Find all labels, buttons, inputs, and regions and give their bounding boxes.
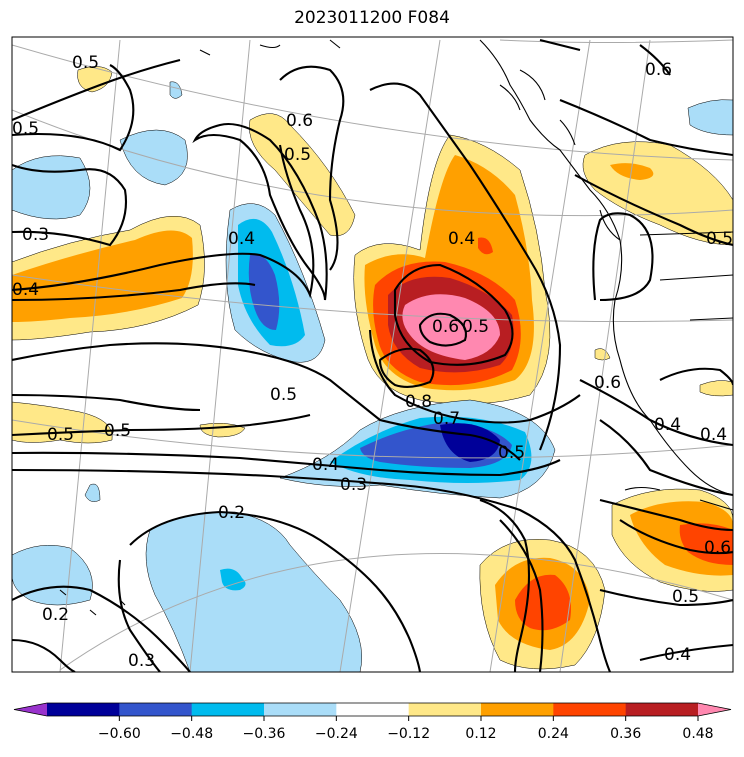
contour-label: 0.5 [706,229,733,249]
colorbar-extend-high [698,703,731,716]
negative-anomaly-south [145,511,363,672]
colorbar-segment [336,703,410,716]
contour-label: 0.4 [12,280,39,300]
contour-label: 0.6 [286,111,313,131]
coastline [59,39,733,616]
contour-label: 0.5 [672,587,699,607]
contour-label: 0.2 [42,605,69,625]
contour-lines [12,38,733,672]
colorbar-segment [553,703,627,716]
colorbar-outline [13,702,732,717]
contour-label: 0.8 [405,392,432,412]
contour-label: 0.7 [433,409,460,429]
colorbar-tick-label: −0.60 [98,726,141,742]
contour-label: 0.4 [448,229,475,249]
contour-label: 0.5 [47,425,74,445]
contour-label: 0.3 [128,651,155,671]
colorbar-segment [191,703,265,716]
colorbar-tick-label: −0.12 [387,726,430,742]
contour-label: 0.5 [462,317,489,337]
contour-label: 0.5 [72,53,99,73]
colorbar-segment [119,703,193,716]
colorbar-tick-label: 0.36 [610,726,641,742]
colorbar-tick-label: 0.12 [465,726,496,742]
contour-label: 0.5 [12,119,39,139]
colorbar-tick-label: −0.24 [315,726,358,742]
colorbar-segment [264,703,337,716]
contour-label: 0.4 [312,455,339,475]
contour-label: 0.4 [664,645,691,665]
contour-label: 0.6 [432,317,459,337]
contour-label: 0.4 [654,415,681,435]
positive-anomaly-northwest [249,113,356,237]
contour-label: 0.4 [700,425,727,445]
colorbar-extend-low [14,703,47,716]
contour-label: 0.6 [704,538,731,558]
contour-label: 0.5 [270,385,297,405]
contour-label: 0.3 [22,225,49,245]
map-area: 0.5 0.5 0.6 0.6 0.5 0.3 0.4 0.4 0.4 0.6 … [12,37,733,672]
contour-label: 0.6 [645,60,672,80]
contour-label: 0.4 [228,229,255,249]
colorbar-tick-label: 0.24 [538,726,569,742]
map-title: 2023011200 F084 [294,8,450,28]
contour-label: 0.2 [218,503,245,523]
colorbar-tick-label: 0.48 [682,726,713,742]
contour-label: 0.5 [104,421,131,441]
colorbar-segment [481,703,554,716]
colorbar-segment [47,703,120,716]
contour-label: 0.6 [594,373,621,393]
contour-label: 0.5 [498,443,525,463]
contour-label: 0.3 [340,475,367,495]
contour-labels: 0.5 0.5 0.6 0.6 0.5 0.3 0.4 0.4 0.4 0.6 … [12,53,733,671]
colorbar-segment [408,703,482,716]
map-frame [11,36,734,673]
contour-label: 0.5 [284,145,311,165]
filled-anomaly-field [12,66,733,672]
colorbar-segment [625,703,699,716]
colorbar-tick-label: −0.36 [243,726,286,742]
colorbar: −0.60 −0.48 −0.36 −0.24 −0.12 0.12 0.24 0.36 0.4… [13,702,732,742]
colorbar-tick-label: −0.48 [170,726,213,742]
